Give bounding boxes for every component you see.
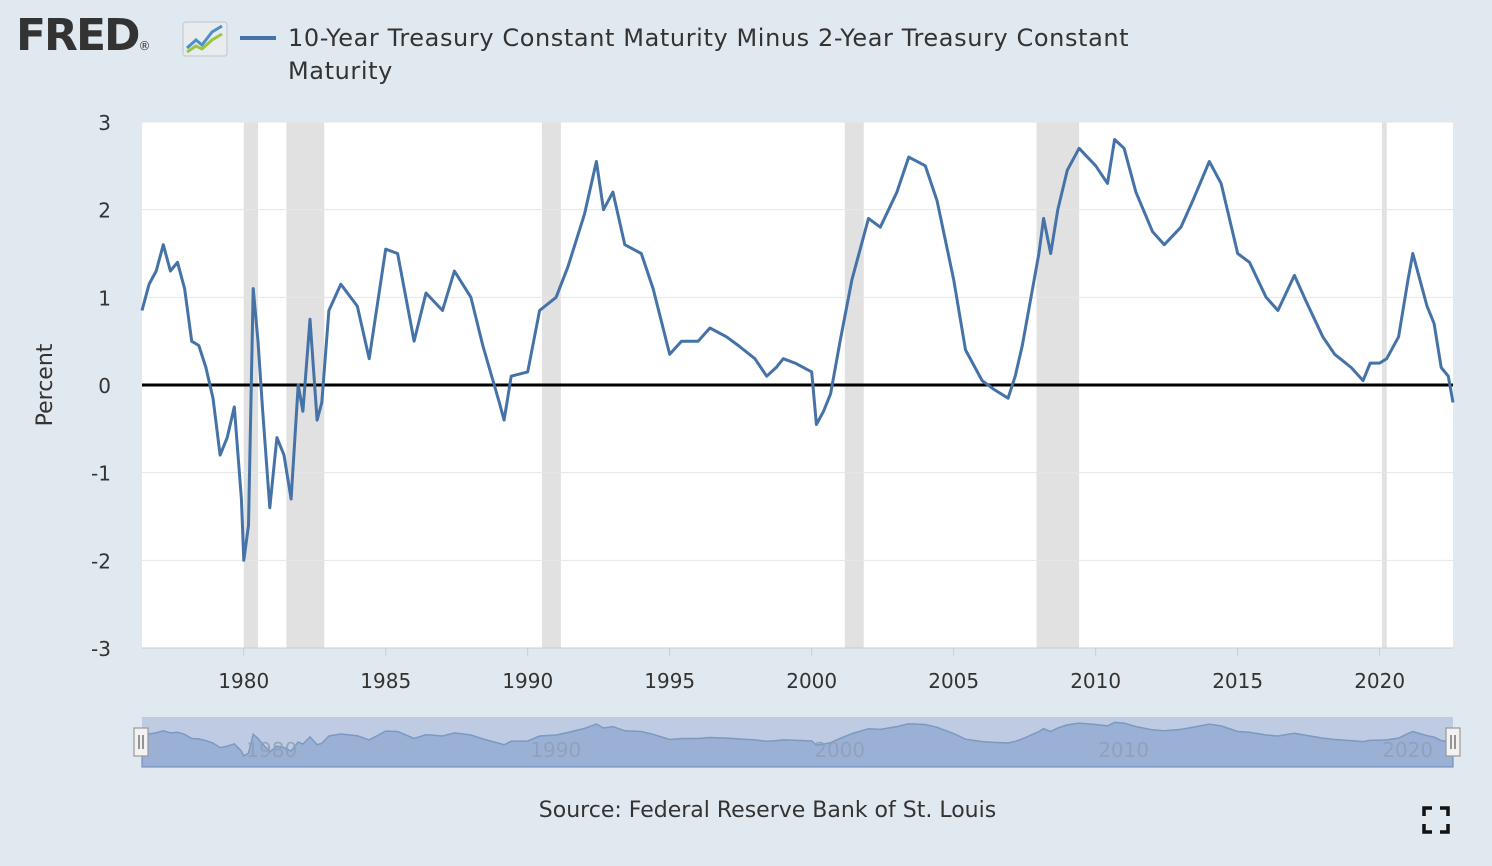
x-tick-label: 1990 [502, 669, 553, 693]
x-tick-label: 1980 [218, 669, 269, 693]
navigator-year-label: 2010 [1098, 738, 1149, 762]
x-tick-label: 2015 [1212, 669, 1263, 693]
y-tick-label: -2 [91, 549, 111, 573]
x-tick-label: 2005 [928, 669, 979, 693]
navigator-handle-right[interactable] [1445, 727, 1461, 757]
source-note: Source: Federal Reserve Bank of St. Loui… [538, 798, 997, 823]
y-tick-label: -1 [91, 462, 111, 486]
x-axis: 1980 1985 1990 1995 2000 2005 2010 2015 2020 [142, 647, 1453, 693]
fullscreen-expand-icon[interactable] [1422, 806, 1450, 834]
y-tick-label: -3 [91, 637, 111, 661]
y-tick-label: 1 [98, 286, 111, 310]
fred-logo[interactable]: FRED® [16, 10, 228, 64]
x-tick-label: 2020 [1354, 669, 1405, 693]
legend-series-swatch [240, 36, 276, 40]
x-tick-label: 2000 [786, 669, 837, 693]
y-axis: 3 2 1 0 -1 -2 -3 [91, 111, 111, 661]
fred-logo-graph-icon [182, 21, 228, 57]
navigator-year-label: 2000 [814, 738, 865, 762]
series-layer [140, 138, 1455, 562]
series-line-t10y2y [140, 138, 1455, 562]
navigator-year-label: 1990 [530, 738, 581, 762]
navigator-year-label: 2020 [1382, 738, 1433, 762]
navigator-year-label: 1980 [246, 738, 297, 762]
y-axis-label: Percent [33, 343, 58, 426]
range-navigator[interactable]: 1980 1990 2000 2010 2020 [133, 717, 1461, 768]
y-tick-label: 0 [98, 374, 111, 398]
navigator-series [141, 721, 1454, 768]
x-tick-label: 1995 [644, 669, 695, 693]
navigator-handle-left[interactable] [133, 727, 149, 757]
y-tick-label: 3 [98, 111, 111, 135]
y-tick-label: 2 [98, 199, 111, 223]
logo-text: FRED® [16, 10, 151, 61]
navigator-series-area [141, 721, 1454, 768]
x-tick-label: 2010 [1070, 669, 1121, 693]
legend-series-name: 10-Year Treasury Constant Maturity Minus… [288, 24, 1130, 85]
x-tick-label: 1985 [360, 669, 411, 693]
navigator-labels: 1980 1990 2000 2010 2020 [246, 738, 1433, 762]
